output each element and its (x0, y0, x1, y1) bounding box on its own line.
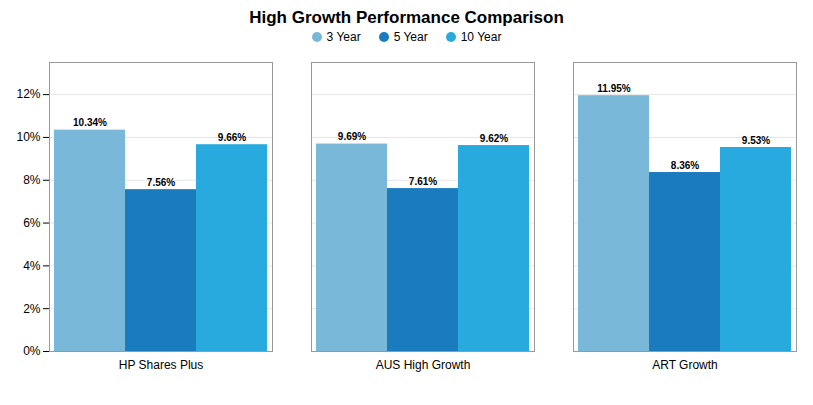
svg-text:9.66%: 9.66% (218, 132, 246, 143)
svg-text:10.34%: 10.34% (73, 117, 107, 128)
svg-text:10%: 10% (16, 130, 40, 144)
svg-text:12%: 12% (16, 87, 40, 101)
svg-text:7.61%: 7.61% (409, 176, 437, 187)
svg-text:9.62%: 9.62% (480, 133, 508, 144)
svg-text:9.53%: 9.53% (742, 135, 770, 146)
html-text:High Growth Performance Compar: High Growth Performance Comparison (249, 8, 564, 27)
svg-text:8.36%: 8.36% (671, 160, 699, 171)
svg-text:11.95%: 11.95% (597, 83, 630, 94)
svg-text:0%: 0% (23, 344, 41, 358)
html-text:10 Year: 10 Year (460, 30, 502, 44)
svg-text:8%: 8% (23, 173, 41, 187)
svg-text:HP Shares Plus: HP Shares Plus (119, 358, 204, 372)
svg-text:9.69%: 9.69% (338, 131, 366, 142)
html-text:3 Year: 3 Year (326, 30, 361, 44)
svg-text:4%: 4% (23, 259, 41, 273)
svg-text:AUS High Growth: AUS High Growth (376, 358, 471, 372)
svg-text:2%: 2% (23, 302, 41, 316)
svg-text:ART Growth: ART Growth (652, 358, 718, 372)
svg-text:6%: 6% (23, 216, 41, 230)
html-text:5 Year: 5 Year (393, 30, 428, 44)
svg-text:7.56%: 7.56% (147, 177, 175, 188)
